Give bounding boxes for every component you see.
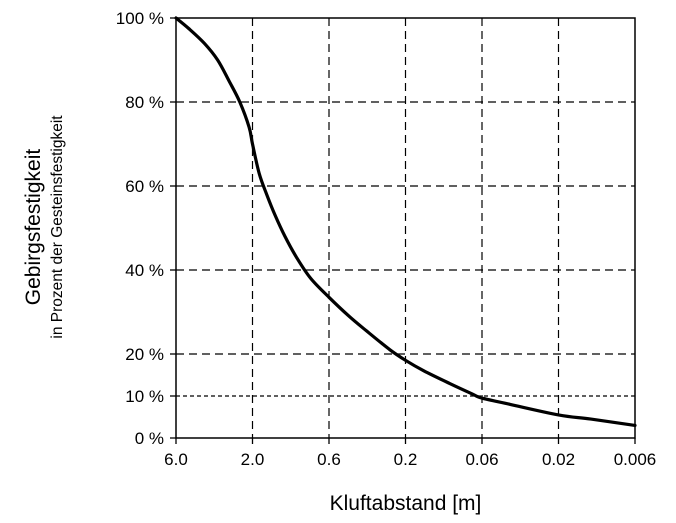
x-tick-label: 0.6 — [317, 450, 341, 469]
y-tick-label: 10 % — [125, 387, 164, 406]
x-axis-title: Kluftabstand [m] — [330, 492, 482, 515]
curve-layer — [174, 16, 637, 427]
x-tick-label: 0.006 — [614, 450, 657, 469]
y-tick-label: 20 % — [125, 345, 164, 364]
y-tick-label: 0 % — [135, 429, 164, 448]
grid-lines — [176, 18, 635, 438]
y-tick-label: 40 % — [125, 261, 164, 280]
x-tick-label: 0.2 — [394, 450, 418, 469]
y-tick-label: 80 % — [125, 93, 164, 112]
x-tick-label: 2.0 — [241, 450, 265, 469]
x-tick-label: 0.02 — [542, 450, 575, 469]
x-tick-label: 0.06 — [465, 450, 498, 469]
x-tick-label: 6.0 — [164, 450, 188, 469]
strength-curve — [174, 16, 637, 427]
y-tick-labels: 0 % 10 % 20 % 40 % 60 % 80 % 100 % — [116, 9, 164, 448]
tick-marks — [170, 17, 636, 444]
x-tick-labels: 6.0 2.0 0.6 0.2 0.06 0.02 0.006 — [164, 450, 656, 469]
y-axis-subtitle: in Prozent der Gesteinsfestigkeit — [49, 115, 66, 339]
y-axis-title: Gebirgsfestigkeit — [22, 149, 45, 306]
y-tick-label: 60 % — [125, 177, 164, 196]
y-tick-label: 100 % — [116, 9, 164, 28]
